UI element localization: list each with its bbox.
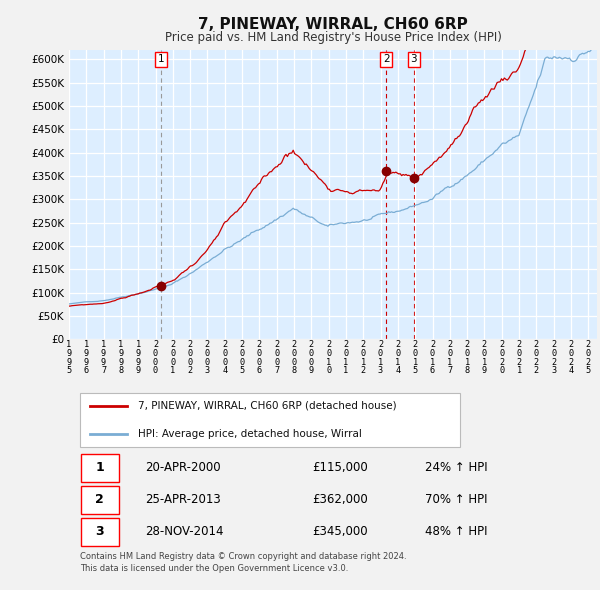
Text: £362,000: £362,000 (312, 493, 368, 506)
Text: 2
0
0
0: 2 0 0 0 (153, 340, 158, 375)
Text: 2
0
0
3: 2 0 0 3 (205, 340, 210, 375)
Text: HPI: Average price, detached house, Wirral: HPI: Average price, detached house, Wirr… (137, 429, 362, 439)
Text: 1
9
9
8: 1 9 9 8 (118, 340, 124, 375)
Text: 70% ↑ HPI: 70% ↑ HPI (425, 493, 488, 506)
Text: 1
9
9
9: 1 9 9 9 (136, 340, 141, 375)
Text: 24% ↑ HPI: 24% ↑ HPI (425, 461, 488, 474)
Text: 2
0
2
4: 2 0 2 4 (568, 340, 574, 375)
Text: 2
0
0
9: 2 0 0 9 (309, 340, 314, 375)
Text: £115,000: £115,000 (312, 461, 368, 474)
Text: 2
0
0
5: 2 0 0 5 (239, 340, 245, 375)
Text: 7, PINEWAY, WIRRAL, CH60 6RP: 7, PINEWAY, WIRRAL, CH60 6RP (198, 17, 468, 31)
Text: 1
9
9
7: 1 9 9 7 (101, 340, 106, 375)
Text: 2
0
1
5: 2 0 1 5 (413, 340, 418, 375)
FancyBboxPatch shape (80, 393, 460, 447)
Text: 2
0
0
1: 2 0 0 1 (170, 340, 175, 375)
Text: 2
0
1
9: 2 0 1 9 (482, 340, 487, 375)
Text: 1: 1 (157, 54, 164, 64)
Text: 2
0
2
1: 2 0 2 1 (517, 340, 522, 375)
Text: 2
0
0
4: 2 0 0 4 (222, 340, 227, 375)
Text: 1
9
9
5: 1 9 9 5 (67, 340, 71, 375)
Text: 2
0
1
8: 2 0 1 8 (464, 340, 470, 375)
Text: 1: 1 (95, 461, 104, 474)
Text: 2
0
1
6: 2 0 1 6 (430, 340, 435, 375)
FancyBboxPatch shape (80, 486, 119, 514)
Text: 7, PINEWAY, WIRRAL, CH60 6RP (detached house): 7, PINEWAY, WIRRAL, CH60 6RP (detached h… (137, 401, 396, 411)
Text: 2: 2 (95, 493, 104, 506)
Text: 2
0
1
2: 2 0 1 2 (361, 340, 366, 375)
Text: Contains HM Land Registry data © Crown copyright and database right 2024.
This d: Contains HM Land Registry data © Crown c… (80, 552, 406, 573)
Text: 2
0
2
2: 2 0 2 2 (534, 340, 539, 375)
Text: 2
0
1
0: 2 0 1 0 (326, 340, 331, 375)
Text: 20-APR-2000: 20-APR-2000 (146, 461, 221, 474)
Text: 3: 3 (410, 54, 417, 64)
Text: 48% ↑ HPI: 48% ↑ HPI (425, 525, 488, 538)
Text: 2
0
0
2: 2 0 0 2 (188, 340, 193, 375)
Text: 2
0
2
0: 2 0 2 0 (499, 340, 505, 375)
Text: 2
0
1
3: 2 0 1 3 (378, 340, 383, 375)
Text: 2
0
1
7: 2 0 1 7 (447, 340, 452, 375)
Text: 2
0
2
3: 2 0 2 3 (551, 340, 556, 375)
Text: 2
0
0
7: 2 0 0 7 (274, 340, 280, 375)
Text: 2
0
0
6: 2 0 0 6 (257, 340, 262, 375)
Text: 2: 2 (383, 54, 389, 64)
Text: 28-NOV-2014: 28-NOV-2014 (146, 525, 224, 538)
Text: £345,000: £345,000 (312, 525, 368, 538)
FancyBboxPatch shape (80, 454, 119, 481)
Text: 25-APR-2013: 25-APR-2013 (146, 493, 221, 506)
Text: 2
0
0
8: 2 0 0 8 (292, 340, 296, 375)
Text: 2
0
1
4: 2 0 1 4 (395, 340, 401, 375)
Text: 3: 3 (95, 525, 104, 538)
FancyBboxPatch shape (80, 517, 119, 546)
Text: 1
9
9
6: 1 9 9 6 (83, 340, 89, 375)
Text: 2
0
1
1: 2 0 1 1 (343, 340, 349, 375)
Text: 2
0
2
5: 2 0 2 5 (586, 340, 591, 375)
Text: Price paid vs. HM Land Registry's House Price Index (HPI): Price paid vs. HM Land Registry's House … (164, 31, 502, 44)
